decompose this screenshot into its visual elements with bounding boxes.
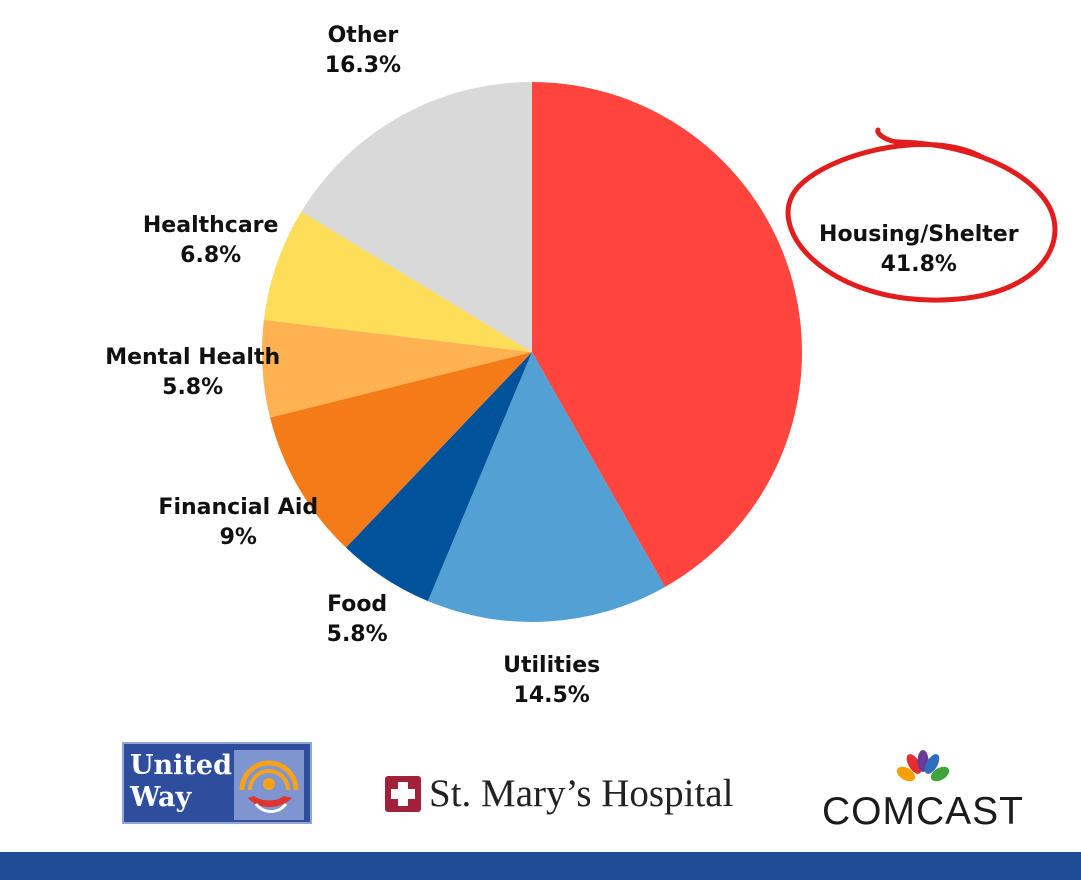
- slice-label-other: Other 16.3%: [325, 21, 401, 81]
- pie-slice-utilities: [427, 352, 666, 622]
- slice-label-healthcare: Healthcare 6.8%: [143, 211, 279, 271]
- slice-label-food: Food 5.8%: [327, 590, 388, 650]
- footer-bar: [0, 852, 1081, 880]
- slice-label-housing-shelter: Housing/Shelter 41.8%: [819, 220, 1019, 280]
- pie-slice-other: [301, 82, 532, 352]
- slice-name: Financial Aid: [158, 495, 319, 521]
- slice-label-financial-aid: Financial Aid 9%: [158, 493, 318, 553]
- slice-percent: 5.8%: [326, 622, 388, 647]
- highlight-circle-annotation: [785, 127, 1058, 303]
- pie-slice-financial-aid: [270, 352, 532, 548]
- pie-chart: Housing/Shelter 41.8% Utilities 14.5% Fo…: [105, 21, 1058, 711]
- slice-percent: 14.5%: [513, 683, 590, 709]
- slice-percent: 16.3%: [324, 53, 402, 79]
- slice-name: Housing/Shelter: [819, 222, 1019, 248]
- peacock-icon: [896, 750, 950, 782]
- sponsor-logos: United Way St. Mary’s Hospital: [0, 735, 1081, 845]
- comcast-text: COMCAST: [822, 790, 1024, 833]
- slice-percent: 9%: [219, 525, 257, 551]
- slice-name: Healthcare: [142, 212, 279, 238]
- united-way-line1: United: [130, 750, 232, 781]
- pie-slice-mental-health: [262, 319, 532, 418]
- pie-slice-housing-shelter: [532, 82, 802, 587]
- slice-name: Food: [327, 592, 388, 617]
- pie-svg: [262, 82, 802, 622]
- united-way-line2: Way: [130, 782, 192, 813]
- slice-name: Utilities: [503, 653, 601, 679]
- comcast-logo: COMCAST: [818, 750, 1028, 833]
- st-marys-hospital-text: St. Mary’s Hospital: [429, 772, 734, 815]
- slice-percent: 6.8%: [180, 242, 242, 268]
- hospital-cross-icon: [385, 776, 421, 812]
- united-way-logo: United Way: [122, 742, 312, 824]
- united-way-emblem-icon: [234, 750, 304, 820]
- pie-slice-food: [345, 352, 532, 602]
- slice-name: Other: [327, 23, 399, 49]
- slice-percent: 41.8%: [880, 252, 957, 278]
- slice-percent: 5.8%: [162, 375, 224, 401]
- pie-slice-healthcare: [263, 211, 532, 352]
- slice-name: Mental Health: [105, 345, 281, 371]
- slice-label-utilities: Utilities 14.5%: [503, 651, 600, 711]
- slice-label-mental-health: Mental Health 5.8%: [105, 343, 280, 403]
